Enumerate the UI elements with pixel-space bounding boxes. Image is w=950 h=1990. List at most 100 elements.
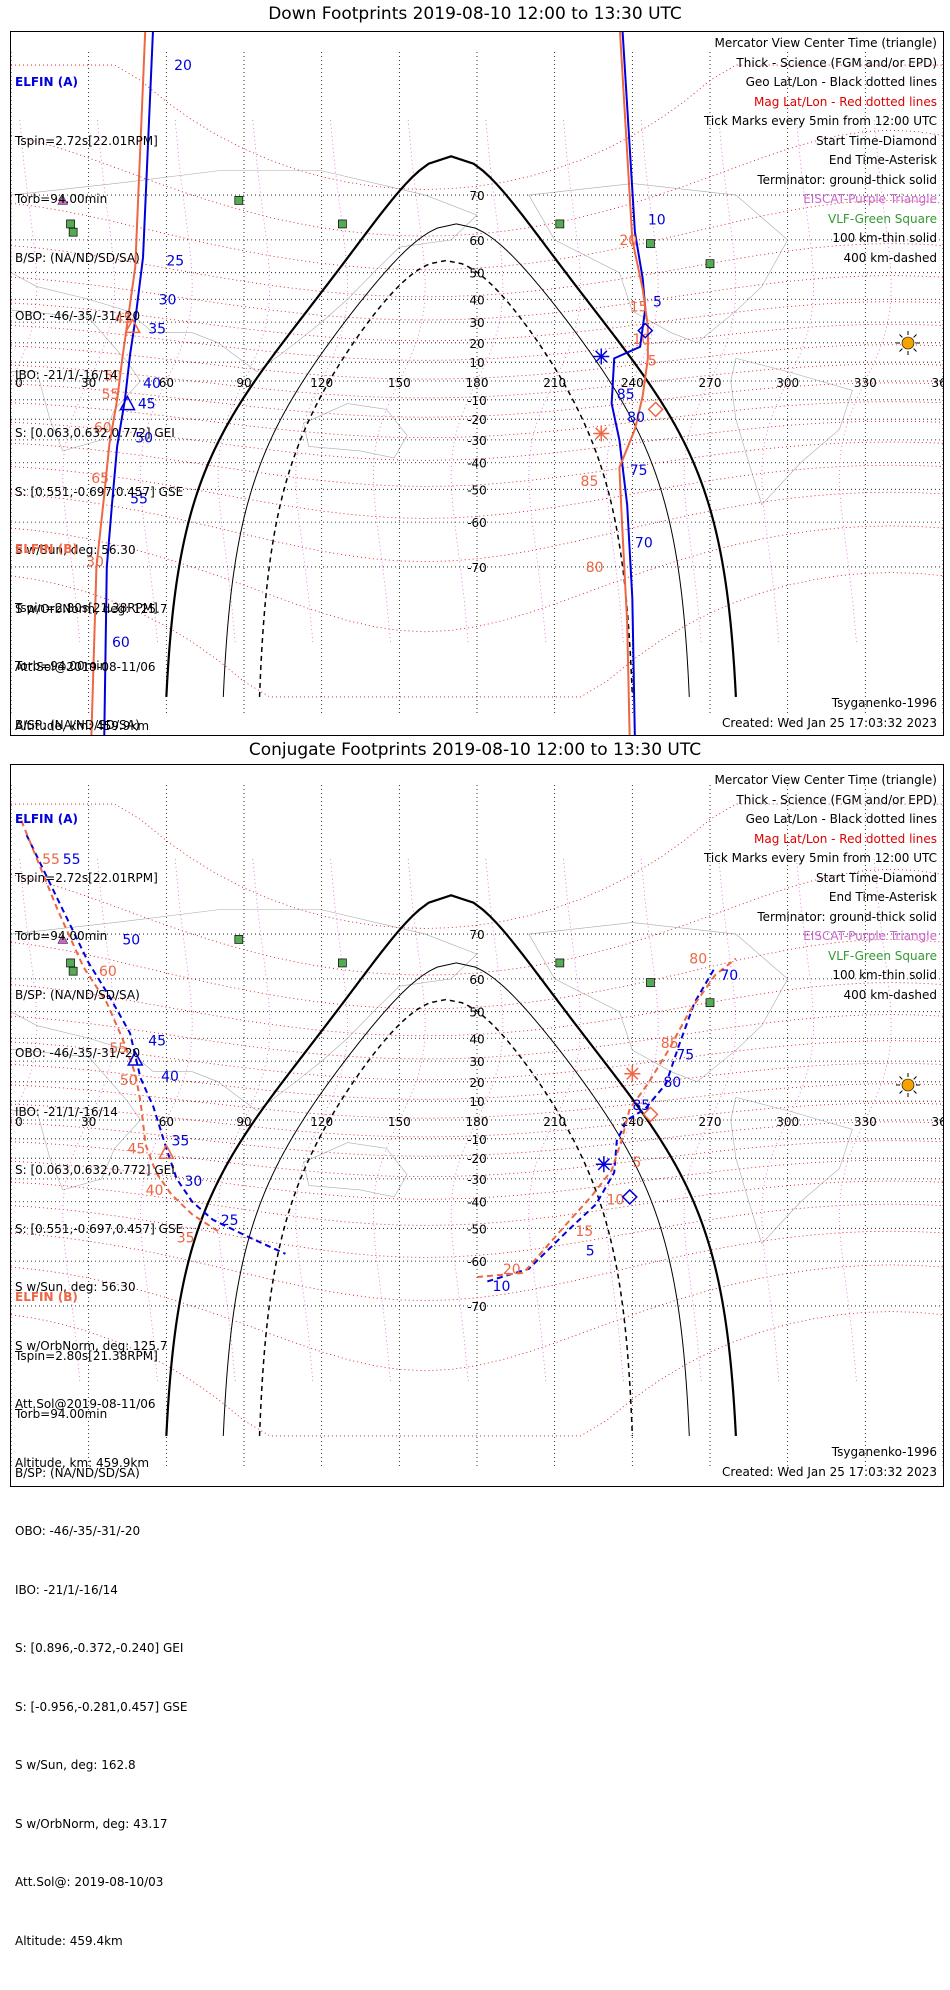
down-footprints-panel: 0306090120150180210240270300330360706050… [10,31,944,1200]
tick-time-label: 20 [503,1262,521,1278]
sun-icon [901,336,915,350]
longitude-tick-label: 150 [388,376,411,390]
terminator-100km [222,962,690,1436]
elfin-a-line: S: [0.551,-0.697,0.457] GSE [15,1221,184,1236]
tick-time-label: 55 [63,852,81,868]
elfin-a-line: IBO: -21/1/-16/14 [15,367,118,382]
tick-time-label: 85 [581,474,599,490]
tick-time-label: 40 [161,1069,179,1085]
tick-time-label: 45 [128,1141,146,1157]
mag-latitude-line [11,1230,943,1301]
elfin-a-line: Altitude, km: 459.9km [15,1455,150,1470]
longitude-tick-label: 210 [543,1115,566,1129]
tick-time-label: 55 [130,491,148,507]
eiscat-station-triangle [57,933,69,944]
mag-latitude-line [11,420,943,461]
tick-time-label: 80 [586,560,604,576]
elfin-a-info-box: ELFIN (A) Tspin=2.72s[22.01RPM] Torb=94.… [15,34,183,775]
tick-time-label: 30 [184,1174,202,1190]
mag-latitude-line [11,1180,943,1226]
latitude-tick-label: -30 [467,434,487,448]
graticule [11,52,943,715]
landmass-outline [11,1048,141,1191]
graticule [11,785,943,1466]
tick-time-label: 45 [148,1034,166,1050]
panel-title-conjugate: Conjugate Footprints 2019-08-10 12:00 to… [248,740,702,760]
tick-time-label: 80 [627,410,645,426]
legend-line: End Time-Asterisk [828,890,937,904]
latitude-tick-label: -10 [467,1133,487,1147]
longitude-tick-label: 330 [854,1115,877,1129]
tick-time-label: 85 [661,1036,679,1052]
longitude-tick-label: 90 [236,376,251,390]
latitude-tick-label: 20 [469,337,484,351]
latitude-tick-label: -60 [467,516,487,530]
legend-line: 100 km-thin solid [832,968,937,982]
longitude-tick-label: 0 [15,376,23,390]
legend-line: Terminator: ground-thick solid [757,909,937,924]
latitude-tick-label: 50 [469,267,484,281]
orbit-track-elfin-a [25,834,286,1255]
sun-ray [913,348,917,352]
landmass-outline [528,922,789,1083]
landmass-outline [11,309,141,452]
down-footprints-map: 0 30 60 90 120 150 180 210 240 270 300 330 360 70 60 50… [11,32,943,735]
latitude-tick-label: 40 [469,1032,484,1046]
vlf-station-square [234,935,244,944]
elfin-a-line: S: [0.063,0.632,0.772] GEI [15,1163,175,1177]
longitude-tick-label: 60 [159,376,174,390]
end-time-asterisk [595,1156,612,1173]
tick-time-label: 5 [648,353,657,369]
tick-time-label: 65 [91,471,109,487]
terminator-100km [222,223,690,697]
tick-time-label: 10 [493,1279,511,1295]
asterisk-stroke [597,1158,611,1171]
orbit-track-elfin-b [476,957,737,1279]
elfin-b-line: S: [-0.956,-0.281,0.457] GSE [15,1699,188,1714]
vlf-station-square [705,259,715,269]
tick-time-label: 25 [221,1213,239,1229]
latitude-tick-label: -70 [467,561,487,575]
legend-line: Thick - Science (FGM and/or EPD) [736,792,937,807]
legend-line: 100 km-thin solid [832,231,937,245]
latitude-tick-label: 20 [469,1076,484,1090]
vlf-station-square [646,239,655,248]
longitude-tick-label: 60 [159,1115,174,1129]
longitude-tick-label: 150 [388,1115,411,1129]
latitude-tick-label: 70 [469,928,484,942]
elfin-a-title: ELFIN (A) [15,75,78,89]
mag-latitude-line [11,323,943,361]
elfin-a-line: Torb=94.00min [15,192,108,206]
tick-time-label: 75 [630,463,648,479]
tick-time-label: 10 [632,332,650,348]
legend-line: Mag Lat/Lon - Red dotted lines [753,94,937,109]
longitude-tick-label: 300 [776,1115,799,1129]
start-time-diamond [621,1188,638,1205]
continents [11,170,853,506]
landmass-outline [730,358,853,506]
conjugate-footprints-map: 0306090120150180210240270300330360706050… [11,785,943,1466]
elfin-a-line: OBO: -46/-35/-31/-20 [15,1046,141,1060]
longitude-tick-label: 30 [81,376,96,390]
elfin-a-line: S: [0.551,-0.697,0.457] GSE [15,484,184,499]
mag-latitude-line [11,301,943,342]
landmass-outline [11,170,478,373]
mag-latitude-line [11,1062,943,1100]
tick-time-label: 5 [653,295,662,311]
tick-time-label: 5 [632,1155,641,1171]
elfin-a-line: Tspin=2.72s[22.01RPM] [15,870,158,885]
longitude-tick-label: 120 [310,1115,333,1129]
mag-latitude-line [11,129,943,237]
latitude-tick-label: -10 [467,394,487,408]
legend-line: VLF-Green Square [828,211,937,226]
mag-latitude-line [11,491,943,562]
legend-line: 400 km-dashed [843,987,937,1002]
mag-latitude-line [11,200,943,271]
elfin-a-info-box: ELFIN (A) Tspin=2.72s[22.01RPM] Torb=94.… [15,771,183,1512]
landmass-outline [730,1097,853,1245]
longitude-tick-label: 360 [932,1115,943,1129]
tick-time-label: 50 [104,368,122,384]
model-name: Tsyganenko-1996 [831,1445,937,1459]
terminator-ground [165,894,737,1436]
elfin-b-line: B/SP: (NA/ND/SD/SA) [15,1465,140,1480]
